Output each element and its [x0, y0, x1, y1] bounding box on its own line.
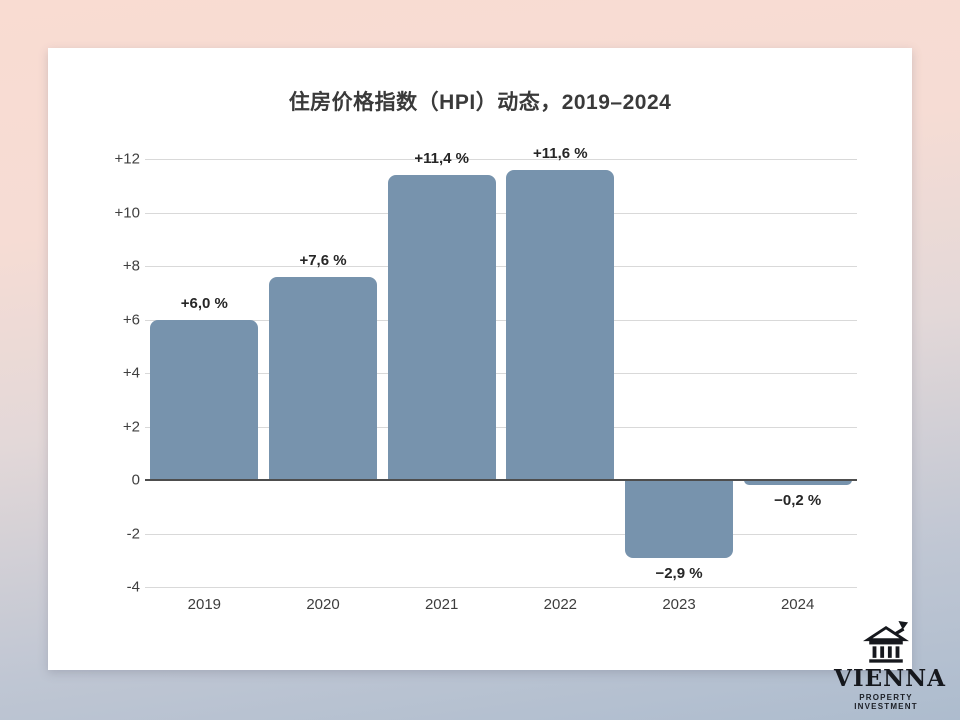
vienna-logo: VIENNA PROPERTY INVESTMENT: [834, 620, 947, 712]
plot-area: +6,0 % +7,6 % +11,4 % +11,6 % −2,9 % −0,2 %: [145, 145, 857, 588]
y-tick-label: 0: [131, 471, 140, 489]
gridline: [145, 373, 857, 374]
x-tick-label-2021: 2021: [424, 596, 459, 613]
value-label-2024: −0,2 %: [774, 492, 822, 510]
value-label-2023: −2,9 %: [655, 564, 703, 582]
chart-card: 住房价格指数（HPI）动态，2019–2024 +12 +10 +8 +6 +4 +2 0 -…: [48, 48, 912, 670]
value-label-2019: +6,0 %: [180, 294, 228, 312]
x-tick-label-2024: 2024: [780, 596, 815, 613]
y-tick-label: +6: [122, 311, 140, 328]
bank-building-arrow-icon: [863, 620, 909, 663]
bar-2019: [150, 319, 259, 480]
x-tick-label-2020: 2020: [306, 596, 340, 613]
bar-2020: [269, 276, 377, 480]
gridline: [145, 212, 857, 214]
logo-name: VIENNA: [834, 665, 947, 692]
y-tick-label: -2: [126, 525, 140, 542]
chart-title: 住房价格指数（HPI）动态，2019–2024: [288, 91, 672, 114]
x-tick-label-2023: 2023: [662, 596, 696, 613]
logo-subtitle: PROPERTY INVESTMENT: [854, 693, 918, 712]
zero-axis-line: [145, 479, 857, 481]
y-tick-label: +8: [122, 257, 140, 275]
value-label-2022: +11,6 %: [533, 144, 588, 162]
bar-2022: [506, 169, 615, 480]
y-tick-label: +4: [122, 364, 140, 382]
gridline: [145, 533, 857, 535]
y-tick-label: +2: [122, 418, 140, 435]
gridline: [145, 159, 857, 160]
y-axis: +12 +10 +8 +6 +4 +2 0 -2 -4: [78, 151, 140, 596]
gridline: [145, 587, 857, 588]
y-tick-label: +10: [114, 204, 140, 221]
gridline: [145, 319, 857, 321]
x-tick-label-2019: 2019: [187, 596, 222, 613]
x-tick-label-2022: 2022: [543, 596, 578, 613]
gridline: [145, 426, 857, 428]
bar-2024: [743, 480, 852, 486]
bar-2021: [387, 175, 496, 480]
gridline: [145, 266, 857, 267]
value-label-2021: +11,4 %: [414, 150, 469, 168]
value-label-2020: +7,6 %: [299, 251, 347, 269]
y-tick-label: +12: [114, 150, 140, 168]
y-tick-label: -4: [126, 578, 140, 596]
bar-2023: [625, 480, 733, 558]
